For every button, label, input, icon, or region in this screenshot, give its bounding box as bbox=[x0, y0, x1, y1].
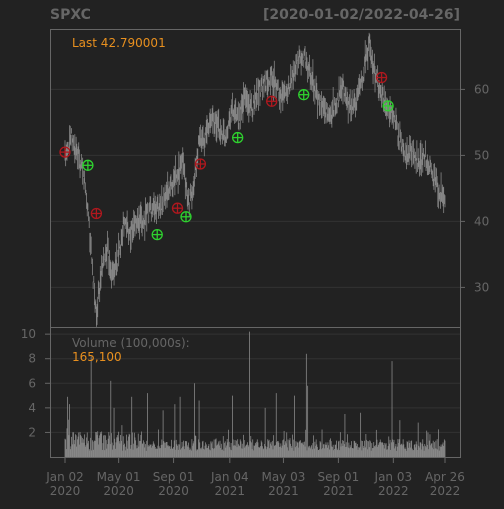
x-tick-year-label: 2022 bbox=[430, 484, 461, 498]
x-tick-date-label: Apr 26 bbox=[425, 470, 465, 484]
buy-marker bbox=[180, 211, 192, 223]
volume-tick-label: 10 bbox=[21, 327, 36, 341]
sell-marker bbox=[375, 71, 388, 84]
volume-tick-label: 6 bbox=[28, 376, 36, 390]
x-tick-year-label: 2020 bbox=[103, 484, 134, 498]
sell-marker bbox=[194, 158, 207, 170]
volume-title: Volume (100,000s): bbox=[72, 336, 190, 350]
buy-marker bbox=[82, 159, 94, 171]
volume-axis-ticks: 2 4 6 8 10 bbox=[21, 327, 50, 439]
x-tick-date-label: Sep 01 bbox=[318, 470, 360, 484]
x-tick-year-label: 2021 bbox=[268, 484, 299, 498]
price-candles bbox=[64, 32, 446, 327]
x-tick-date-label: Jan 02 bbox=[45, 470, 84, 484]
date-range-label: [2020-01-02/2022-04-26] bbox=[263, 7, 460, 23]
volume-panel-frame bbox=[50, 327, 461, 458]
buy-marker bbox=[232, 131, 244, 144]
buy-marker bbox=[298, 89, 310, 101]
x-tick-date-label: Jan 04 bbox=[210, 470, 249, 484]
sell-marker bbox=[59, 146, 71, 158]
ticker-title: SPXC bbox=[50, 7, 91, 23]
last-price-label: Last 42.790001 bbox=[72, 36, 166, 50]
x-tick-date-label: May 01 bbox=[97, 470, 141, 484]
volume-last-value: 165,100 bbox=[72, 350, 122, 364]
price-grid bbox=[51, 88, 460, 288]
x-tick-year-label: 2022 bbox=[378, 484, 409, 498]
volume-tick-label: 2 bbox=[28, 425, 36, 439]
price-tick-label: 30 bbox=[474, 280, 489, 294]
sell-marker bbox=[171, 202, 184, 214]
price-tick-label: 60 bbox=[474, 82, 489, 96]
x-tick-year-label: 2021 bbox=[215, 484, 246, 498]
x-tick-date-label: Jan 03 bbox=[374, 470, 413, 484]
buy-marker bbox=[151, 228, 163, 241]
price-axis-ticks: 30 40 50 60 bbox=[460, 82, 489, 294]
x-tick-year-label: 2020 bbox=[158, 484, 189, 498]
x-tick-year-label: 2020 bbox=[50, 484, 81, 498]
volume-tick-label: 8 bbox=[28, 352, 36, 366]
volume-tick-label: 4 bbox=[28, 401, 36, 415]
price-tick-label: 50 bbox=[474, 148, 489, 162]
x-tick-date-label: Sep 01 bbox=[153, 470, 195, 484]
price-tick-label: 40 bbox=[474, 214, 489, 228]
x-tick-date-label: May 03 bbox=[261, 470, 305, 484]
sell-marker bbox=[266, 95, 278, 107]
buy-marker bbox=[382, 100, 394, 112]
x-tick-year-label: 2021 bbox=[323, 484, 354, 498]
volume-bars bbox=[64, 331, 446, 457]
sell-marker bbox=[90, 207, 103, 220]
signal-markers bbox=[59, 71, 394, 241]
